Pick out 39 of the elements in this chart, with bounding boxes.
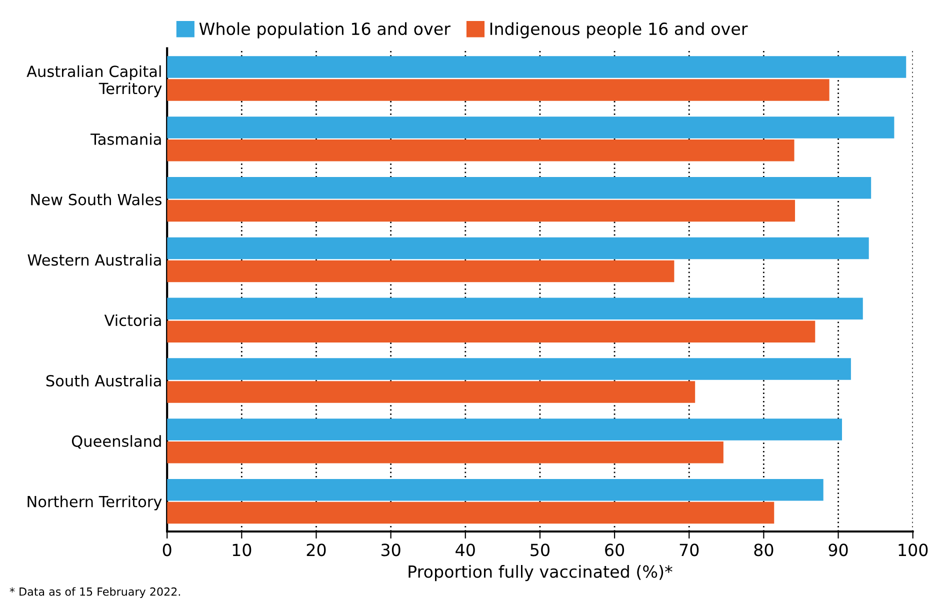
y-tick-label: Queensland	[72, 435, 161, 449]
y-tick-label: New South Wales	[31, 194, 162, 206]
bar	[167, 200, 796, 222]
x-tick-label: 90	[828, 544, 848, 556]
x-tick-label: 10	[232, 544, 252, 556]
bar	[167, 260, 674, 282]
x-tick-label: 0	[162, 544, 172, 556]
bar	[167, 116, 894, 138]
bar	[167, 381, 696, 403]
y-tick-label: Tasmania	[90, 133, 161, 145]
y-tick-label: Australian Capital Territory	[26, 65, 162, 98]
bar	[167, 176, 872, 199]
bar	[167, 298, 863, 320]
x-tick-label: 70	[680, 544, 699, 556]
bar	[167, 478, 824, 501]
bar	[167, 320, 816, 342]
x-tick-label: 80	[754, 544, 774, 556]
bar	[167, 502, 774, 524]
y-tick-label: Victoria	[104, 314, 161, 326]
bar	[167, 358, 851, 380]
bar	[167, 79, 830, 101]
x-tick-label: 60	[605, 544, 624, 556]
bar	[167, 56, 906, 78]
legend-label: Indigenous people 16 and over	[490, 22, 748, 38]
x-tick-label: 20	[306, 544, 326, 556]
bar	[167, 442, 724, 464]
x-tick-label: 50	[530, 544, 550, 556]
y-tick-label: Northern Territory	[28, 496, 162, 510]
y-tick-label: South Australia	[46, 374, 161, 387]
legend-label: Whole population 16 and over	[199, 22, 450, 38]
x-tick-label: 30	[381, 544, 400, 556]
text: * Data as of 15 February 2022.	[10, 587, 180, 598]
bar	[167, 237, 869, 260]
x-tick-label: 40	[456, 544, 475, 556]
bar	[167, 140, 794, 162]
x-tick-label: 100	[898, 544, 928, 556]
bar	[167, 418, 842, 440]
y-tick-label: Western Australia	[28, 254, 161, 266]
x-axis-title: Proportion fully vaccinated (%)*	[408, 565, 672, 582]
